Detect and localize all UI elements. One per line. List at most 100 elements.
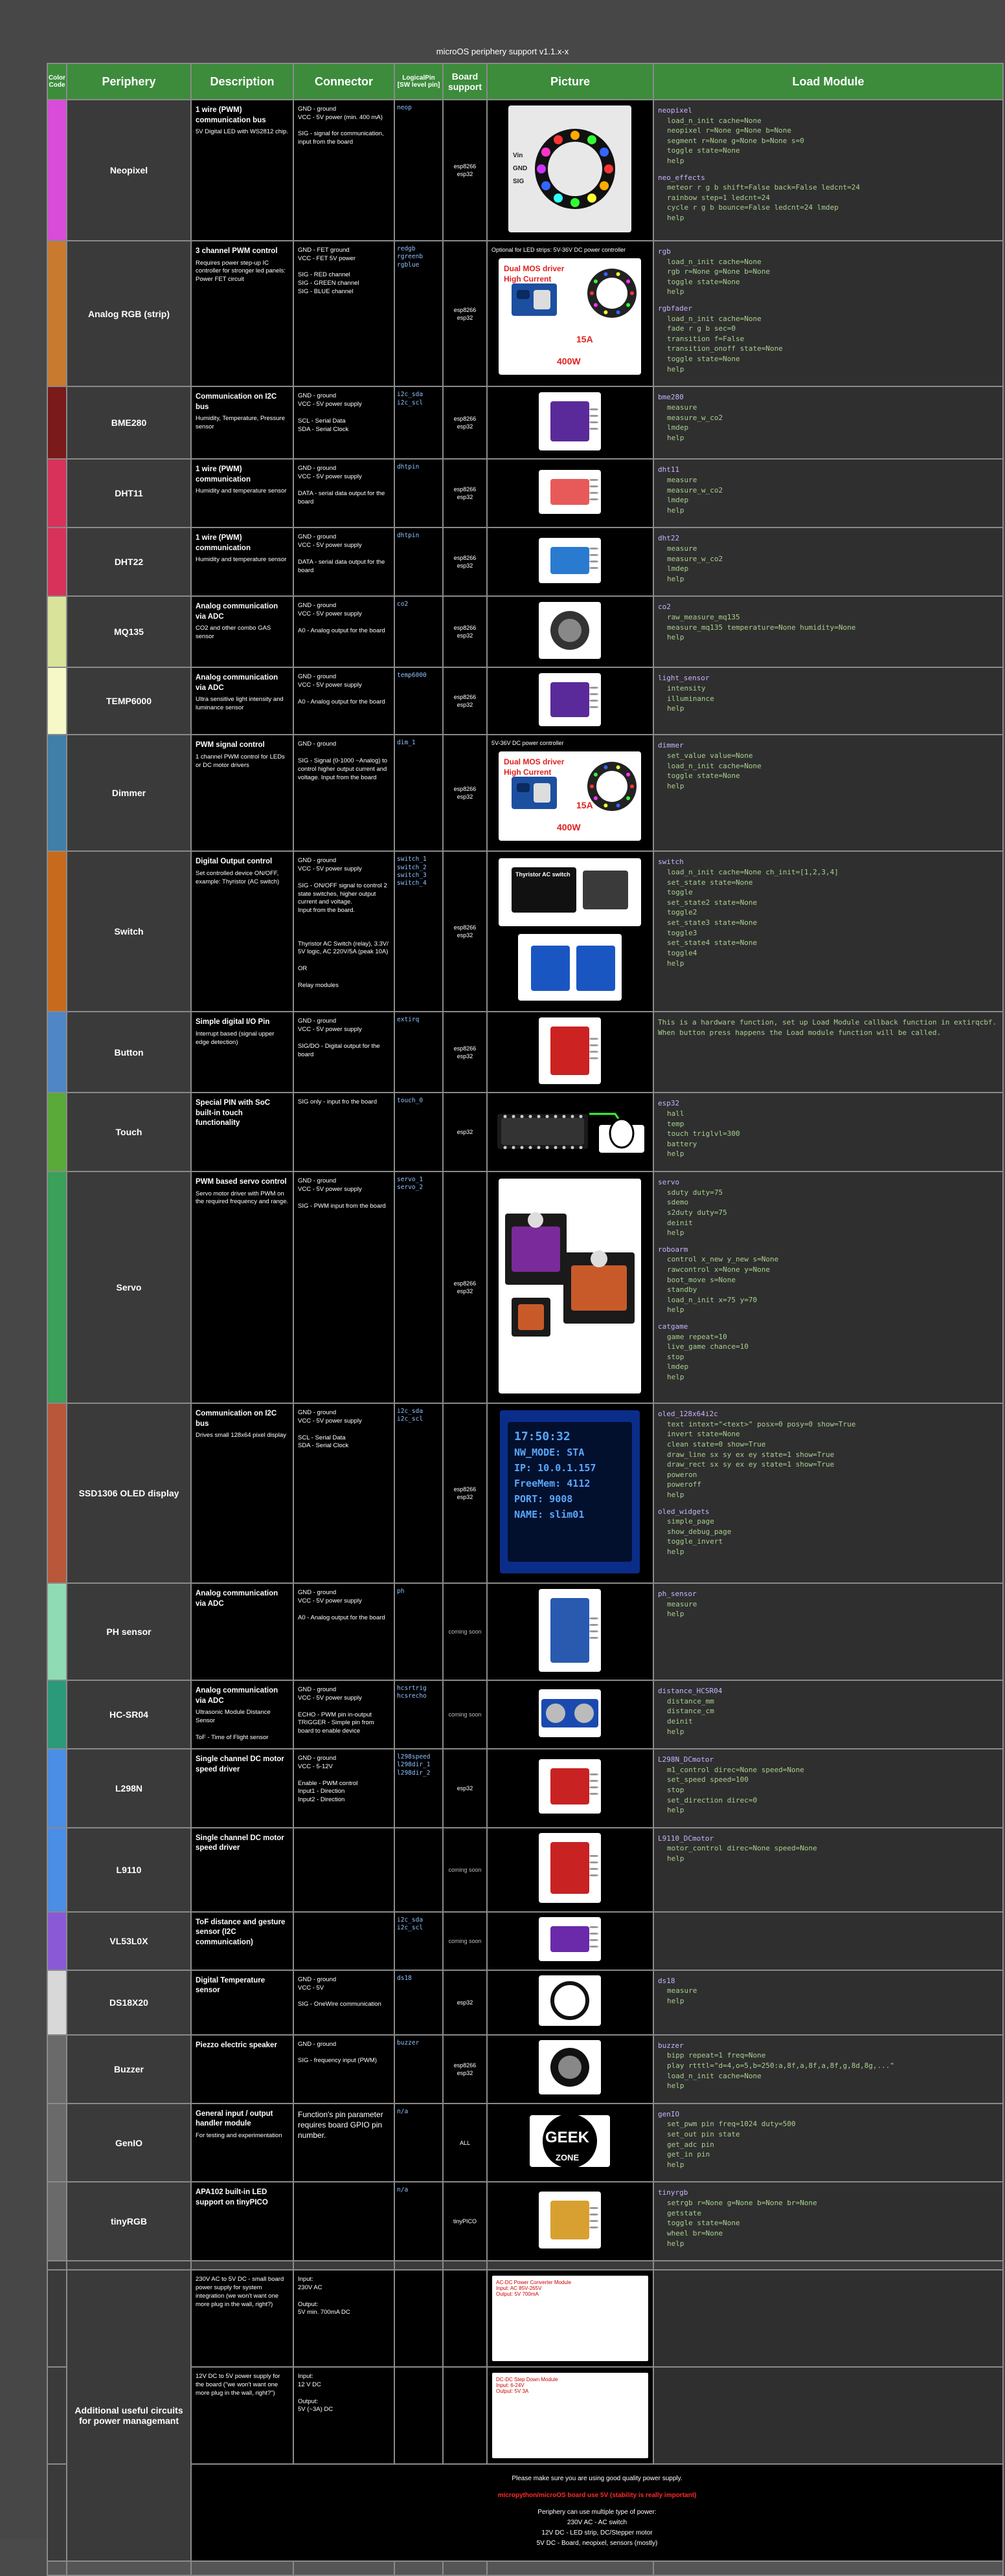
rgb-label-1: Dual MOS driver bbox=[504, 264, 565, 273]
load-module-cell: ds18 measure help bbox=[653, 1969, 1004, 2036]
power-module-image: AC-DC Power Converter Module Input: AC 8… bbox=[492, 2276, 648, 2362]
load-module-cell: L9110_DCmotor motor_control direc=None sp… bbox=[653, 1827, 1004, 1913]
description-title: Single channel DC motor speed driver bbox=[196, 1755, 284, 1773]
description-body: Requires power step-up IC controller for… bbox=[196, 259, 286, 283]
picture-cell bbox=[486, 2181, 654, 2262]
periphery-name: Button bbox=[66, 1011, 192, 1094]
board-support-cell: esp8266 esp32 bbox=[442, 850, 488, 1013]
device-photo bbox=[539, 1833, 602, 1904]
load-module-function: bipp repeat=1 freq=None bbox=[667, 2051, 766, 2060]
color-code-cell bbox=[47, 1011, 67, 1094]
load-module-function: measure bbox=[667, 403, 697, 412]
load-module-block: neopixel load_n_init cache=None neopixel r… bbox=[658, 105, 999, 166]
device-photo bbox=[539, 672, 602, 726]
load-module-function: load_n_init cache=None ch_init=[1,2,3,4] bbox=[667, 868, 839, 877]
description-title: Communication on I2C bus bbox=[196, 1410, 277, 1428]
logical-pin-cell: l298speed l298dir_1 l298dir_2 bbox=[394, 1748, 444, 1828]
gnd-label: GND bbox=[513, 165, 527, 172]
power-note-line: 230V AC - AC switch bbox=[567, 2519, 627, 2527]
load-module-name: ds18 bbox=[658, 1976, 675, 1985]
description-title: ToF distance and gesture sensor (I2C com… bbox=[196, 1918, 286, 1946]
load-module-name: L9110_DCmotor bbox=[658, 1834, 714, 1843]
load-module-function: wheel br=None bbox=[667, 2228, 723, 2237]
power-note-line: 5V DC - Board, neopixel, sensors (mostly… bbox=[536, 2540, 658, 2548]
color-code-cell bbox=[47, 595, 67, 669]
load-module-cell bbox=[653, 2366, 1004, 2465]
load-module-block: L9110_DCmotor motor_control direc=None sp… bbox=[658, 1834, 999, 1864]
picture-cell bbox=[486, 1582, 654, 1682]
load-module-cell: dht22 measure measure_w_co2 lmdep help bbox=[653, 527, 1004, 597]
load-module-function: invert state=None bbox=[667, 1430, 740, 1439]
load-module-name: roboarm bbox=[658, 1245, 688, 1254]
end-cell bbox=[190, 2560, 294, 2576]
load-module-function: neopixel r=None g=None b=None bbox=[667, 126, 792, 135]
load-module-function: help bbox=[667, 1996, 684, 2005]
description-body: Servo motor driver with PWM on the requi… bbox=[196, 1190, 289, 1206]
periphery-name: Switch bbox=[66, 850, 192, 1013]
power-notes: Please make sure you are using good qual… bbox=[190, 2463, 1004, 2562]
load-module-block: genIO set_pwm pin freq=1024 duty=500 set_o… bbox=[658, 2109, 999, 2170]
picture-image bbox=[492, 1687, 648, 1743]
spacer-cell bbox=[66, 2260, 192, 2271]
picture-image bbox=[492, 390, 648, 456]
connector-cell: GND - ground VCC - 5V power supply SIG -… bbox=[293, 1171, 395, 1405]
picture-cell: 17:50:32 NW_MODE: STA IP: 10.0.1.157 FreeMe… bbox=[486, 1403, 654, 1584]
zone-logo-text: ZONE bbox=[556, 2153, 579, 2162]
load-module-cell bbox=[653, 2269, 1004, 2368]
picture-image: GEEK ZONE bbox=[492, 2111, 648, 2174]
end-row bbox=[47, 2560, 1004, 2576]
periphery-row: GenIO General input / output handler modu… bbox=[47, 2102, 1004, 2183]
board-support-cell: esp8266 esp32 bbox=[442, 99, 488, 241]
description-title: Analog communication via ADC bbox=[196, 1590, 278, 1608]
power-connector: Input: 230V AC Output: 5V min. 700mA DC bbox=[293, 2269, 395, 2368]
load-module-function: help bbox=[667, 1490, 684, 1499]
picture-image: Vin GND SIG bbox=[492, 103, 648, 238]
load-module-function: m1_control direc=None speed=None bbox=[667, 1765, 804, 1774]
picture-image bbox=[492, 1586, 648, 1678]
picture-image: Thyristor AC switch bbox=[492, 854, 648, 1009]
periphery-name: Neopixel bbox=[66, 99, 192, 241]
load-module-block: tinyrgb setrgb r=None g=None b=None br=No… bbox=[658, 2188, 999, 2248]
description-cell: Analog communication via ADC bbox=[190, 1582, 294, 1682]
load-module-function: help bbox=[667, 287, 684, 296]
load-module-block: neo_effects meteor r g b shift=False back… bbox=[658, 173, 999, 223]
load-module-function: load_n_init cache=None bbox=[667, 116, 762, 125]
color-code-cell bbox=[47, 1582, 67, 1682]
load-module-function: help bbox=[667, 633, 684, 642]
board-support-cell: esp8266 esp32 bbox=[442, 239, 488, 388]
periphery-name: Buzzer bbox=[66, 2034, 192, 2104]
picture-image bbox=[492, 467, 648, 520]
load-module-function: standby bbox=[667, 1285, 697, 1294]
spacer-cell bbox=[442, 2260, 488, 2271]
description-title: 1 wire (PWM) communication bus bbox=[196, 106, 266, 124]
load-module-function: toggle state=None bbox=[667, 277, 740, 286]
load-module-block: switch load_n_init cache=None ch_init=[1,… bbox=[658, 857, 999, 968]
load-module-function: set_speed speed=100 bbox=[667, 1775, 749, 1784]
load-module-function: rgb r=None g=None b=None bbox=[667, 267, 770, 276]
periphery-row: L298N Single channel DC motor speed drive… bbox=[47, 1748, 1004, 1828]
picture-cell bbox=[486, 1011, 654, 1094]
load-module-function: sdemo bbox=[667, 1198, 689, 1207]
load-module-name: ph_sensor bbox=[658, 1590, 697, 1599]
description-cell: ToF distance and gesture sensor (I2C com… bbox=[190, 1911, 294, 1971]
logical-pin-cell: i2c_sda i2c_scl bbox=[394, 1403, 444, 1584]
periphery-name: GenIO bbox=[66, 2102, 192, 2183]
periphery-row: L9110 Single channel DC motor speed drive… bbox=[47, 1827, 1004, 1913]
device-photo bbox=[539, 1588, 602, 1672]
periphery-row: Neopixel 1 wire (PWM) communication bus 5V… bbox=[47, 99, 1004, 241]
picture-image bbox=[492, 2189, 648, 2254]
load-module-cell: dimmer set_value value=None load_n_init ca… bbox=[653, 734, 1004, 852]
load-module-function: battery bbox=[667, 1139, 697, 1148]
load-module-function: stop bbox=[667, 1785, 684, 1794]
color-code-cell bbox=[47, 1911, 67, 1971]
periphery-name: L298N bbox=[66, 1748, 192, 1828]
load-module-function: sduty duty=75 bbox=[667, 1188, 723, 1197]
picture-cell: 5V-36V DC power controller Dual MOS drive… bbox=[486, 734, 654, 852]
load-module-function: measure_w_co2 bbox=[667, 554, 723, 563]
description-cell: Piezzo electric speaker bbox=[190, 2034, 294, 2104]
connector-cell: GND - ground VCC - 5V power supply SIG -… bbox=[293, 850, 395, 1013]
load-module-block: bme280 measure measure_w_co2 lmdep help bbox=[658, 392, 999, 443]
load-module-function: temp bbox=[667, 1119, 684, 1128]
periphery-name: DHT11 bbox=[66, 458, 192, 529]
rgb-label-1: Dual MOS driver bbox=[504, 757, 565, 766]
